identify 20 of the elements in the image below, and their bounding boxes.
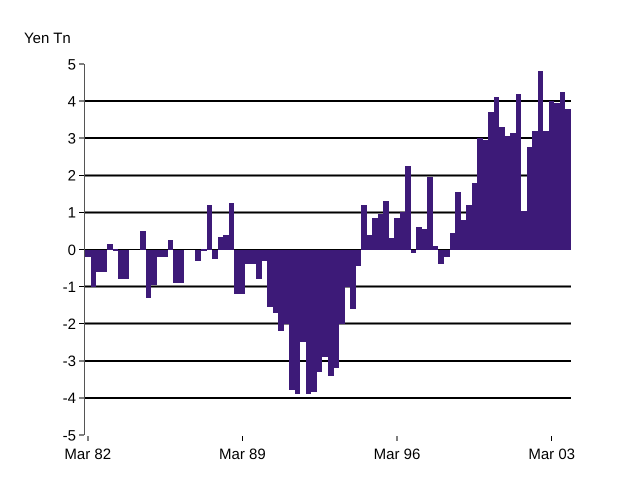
x-tick-label: Mar 82 bbox=[64, 446, 112, 463]
bar bbox=[212, 250, 218, 259]
y-tick-label: 5 bbox=[68, 56, 76, 74]
y-tick-label: 1 bbox=[68, 204, 76, 222]
y-tick-label: -3 bbox=[62, 353, 76, 370]
y-tick-label: -2 bbox=[62, 316, 76, 333]
y-tick-label: 3 bbox=[68, 130, 76, 148]
y-tick-label: -5 bbox=[62, 427, 76, 444]
y-tick-label: 2 bbox=[68, 168, 76, 185]
bar bbox=[140, 231, 146, 250]
x-tick-label: Mar 89 bbox=[219, 446, 266, 463]
y-tick-label: 4 bbox=[68, 93, 76, 110]
x-tick-label: Mar 03 bbox=[528, 446, 576, 463]
bar bbox=[411, 250, 416, 253]
x-tick-label: Mar 96 bbox=[374, 446, 420, 463]
y-tick-label: 0 bbox=[68, 242, 76, 259]
bar bbox=[168, 240, 173, 250]
y-axis-title: Yen Tn bbox=[24, 30, 71, 47]
y-tick-label: -4 bbox=[62, 390, 76, 408]
y-tick-label: -1 bbox=[62, 278, 76, 296]
